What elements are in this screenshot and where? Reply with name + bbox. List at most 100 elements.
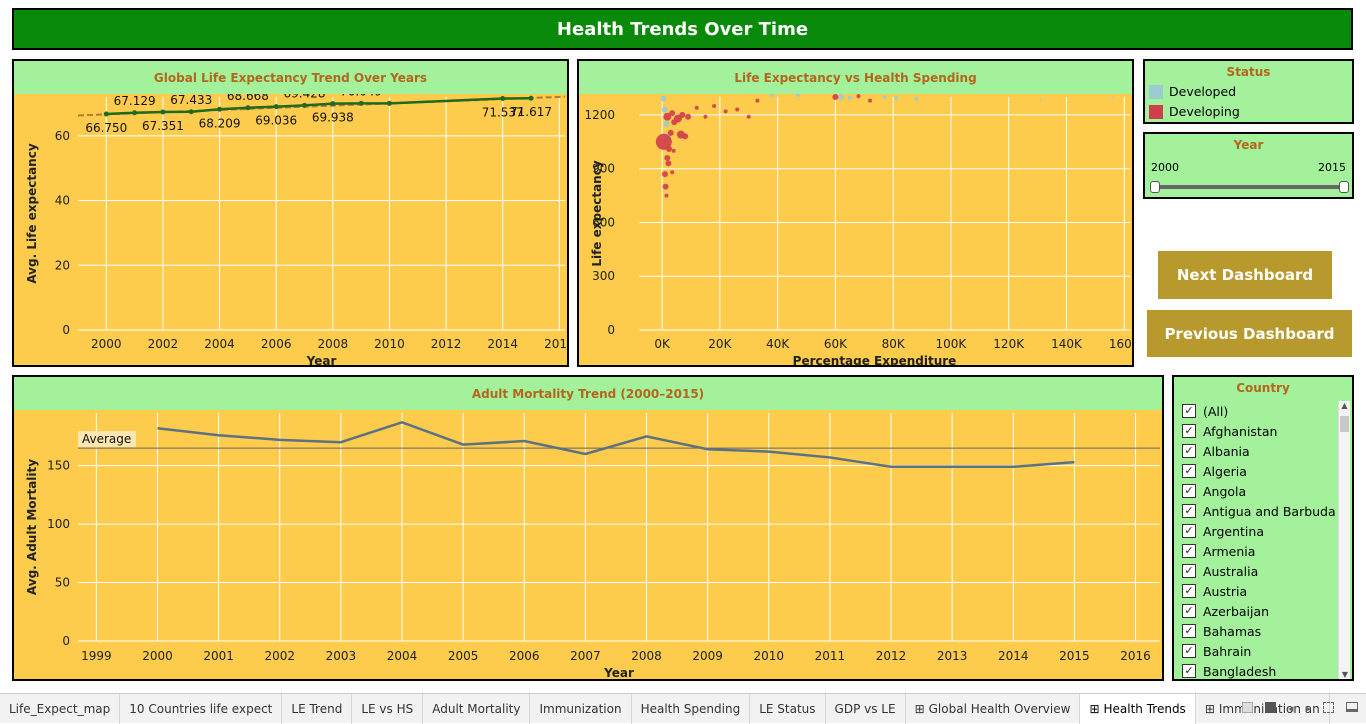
scatter-point [671,148,676,153]
y-tick-label: 150 [47,459,70,473]
checkbox[interactable]: ✓ [1182,484,1196,498]
country-item[interactable]: ✓ Australia [1174,561,1352,581]
checkbox[interactable]: ✓ [1182,464,1196,478]
sheet-tab[interactable]: Life_Expect_map [0,693,121,724]
scatter-point [1039,97,1042,100]
fullscreen-icon[interactable] [1323,702,1334,713]
country-item[interactable]: ✓ Algeria [1174,461,1352,481]
sheet-tab[interactable]: ⊞ Global Health Overview [906,693,1081,724]
country-item[interactable]: ✓ Azerbaijan [1174,601,1352,621]
presentation-icon[interactable] [1346,702,1358,712]
tab-controls: ◂ ▸ [1241,702,1358,715]
legend-item-developed[interactable]: Developed [1149,84,1352,99]
checkbox[interactable]: ✓ [1182,624,1196,638]
scroll-up-icon[interactable]: ▲ [1341,401,1348,410]
x-axis-label: Year [306,354,337,365]
country-item[interactable]: ✓ Bahrain [1174,641,1352,661]
x-tick-label: 2000 [142,649,173,663]
country-label: Angola [1203,483,1247,499]
country-scrollbar[interactable]: ▲ ▼ [1338,401,1350,679]
checkbox[interactable]: ✓ [1182,404,1196,418]
data-label: 70.049 [340,94,382,98]
scatter-point [832,94,839,100]
x-axis-label: Year [603,666,634,679]
country-item[interactable]: ✓ Argentina [1174,521,1352,541]
scatter-point [894,95,899,100]
country-label: Bahrain [1203,643,1252,659]
checkbox[interactable]: ✓ [1182,584,1196,598]
le-vs-hs-chart[interactable]: 0K 20K 40K 60K 80K 100K 120K 140K 160K 0 300 600 900… [579,93,1132,365]
country-item[interactable]: ✓ Antigua and Barbuda [1174,501,1352,521]
country-item[interactable]: ✓ Bangladesh [1174,661,1352,679]
checkbox[interactable]: ✓ [1182,444,1196,458]
dashboard-icon: ⊞ [1204,701,1215,716]
x-tick-label: 2004 [204,337,235,351]
legend-swatch-developed [1149,84,1163,99]
country-item[interactable]: ✓ Albania [1174,441,1352,461]
country-label: Australia [1203,563,1259,579]
checkbox[interactable]: ✓ [1182,664,1196,678]
x-tick-label: 2002 [148,337,179,351]
data-label: 67.433 [170,94,212,107]
x-tick-label: 20K [708,337,732,351]
country-item[interactable]: ✓ Bahamas [1174,621,1352,641]
year-max-label: 2015 [1318,161,1346,174]
country-item[interactable]: ✓ Afghanistan [1174,421,1352,441]
year-filter: Year 2000 2015 [1143,132,1354,199]
checkbox[interactable]: ✓ [1182,644,1196,658]
sheet-tab[interactable]: Immunization [530,693,632,724]
country-label: Armenia [1203,543,1256,559]
x-tick-label: 2004 [387,649,418,663]
country-filter-title: Country [1236,381,1290,395]
year-slider-max-handle[interactable] [1339,181,1349,193]
sheet-tab[interactable]: GDP vs LE [826,693,906,724]
x-tick-label: 1999 [81,649,112,663]
le-trend-panel: Global Life Expectancy Trend Over Years … [12,59,569,367]
country-item[interactable]: ✓ Angola [1174,481,1352,501]
checkbox[interactable]: ✓ [1182,524,1196,538]
country-label: (All) [1203,403,1229,419]
country-item[interactable]: ✓ (All) [1174,401,1352,421]
sheet-tab[interactable]: LE Status [750,693,826,724]
year-slider-track[interactable] [1155,185,1344,189]
checkbox[interactable]: ✓ [1182,564,1196,578]
x-tick-label: 2016 [1120,649,1151,663]
next-dashboard-button[interactable]: Next Dashboard [1158,251,1332,299]
year-slider-min-handle[interactable] [1150,181,1160,193]
sheet-tab[interactable]: ⊞ Health Trends [1080,693,1196,724]
scatter-point [679,111,686,118]
scroll-down-icon[interactable]: ▼ [1341,670,1349,679]
country-label: Austria [1203,583,1248,599]
mortality-title: Adult Mortality Trend (2000–2015) [14,377,1162,410]
prev-sheet-icon[interactable]: ◂ [1287,702,1294,715]
scatter-point [703,114,708,119]
country-item[interactable]: ✓ Armenia [1174,541,1352,561]
x-tick-label: 2010 [374,337,405,351]
legend-item-developing[interactable]: Developing [1149,104,1352,119]
scatter-point [795,93,800,98]
country-item[interactable]: ✓ Austria [1174,581,1352,601]
checkbox[interactable]: ✓ [1182,604,1196,618]
mortality-chart[interactable]: 1999 2000 2001 2002 2003 2004 2005 2006 2007 2008… [14,410,1162,679]
sheet-tab[interactable]: Adult Mortality [423,693,531,724]
sheet-tab[interactable]: 10 Countries life expect [120,693,283,724]
x-tick-label: 2003 [326,649,357,663]
x-tick-label: 140K [1051,337,1083,351]
dashboard-icon: ⊞ [1089,701,1100,716]
data-point [330,101,336,107]
previous-dashboard-button[interactable]: Previous Dashboard [1147,310,1352,357]
sheet-tab-bar: Life_Expect_map 10 Countries life expect L… [0,693,1366,724]
sheet-tab[interactable]: Health Spending [632,693,751,724]
checkbox[interactable]: ✓ [1182,504,1196,518]
next-sheet-icon[interactable]: ▸ [1305,702,1311,715]
checkbox[interactable]: ✓ [1182,544,1196,558]
sheet-tab[interactable]: LE vs HS [352,693,424,724]
checkbox[interactable]: ✓ [1182,424,1196,438]
grid-view-icon[interactable] [1241,702,1253,713]
sheet-tab[interactable]: LE Trend [282,693,353,724]
country-label: Argentina [1203,523,1264,539]
filmstrip-icon[interactable] [1264,702,1276,713]
le-trend-chart[interactable]: 2000 2002 2004 2006 2008 2010 2012 2014 2016 0 20 4… [14,84,567,365]
sheet-tab-label: Global Health Overview [928,701,1071,716]
scroll-thumb[interactable] [1340,416,1349,432]
